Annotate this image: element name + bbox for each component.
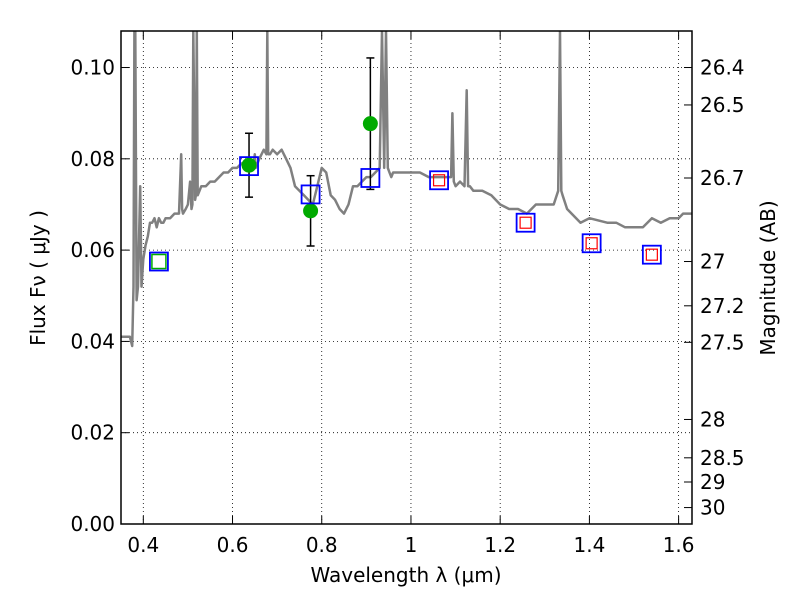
model-point: [360, 168, 381, 188]
points-layer: [149, 57, 662, 272]
right-tick-label: 27.5: [700, 330, 745, 354]
observed-point: [241, 157, 257, 173]
x-tick-label: 0.4: [127, 533, 159, 557]
ir-point: [519, 216, 532, 229]
x-axis: 0.4 0.6 0.8 1 1.2 1.4 1.6: [127, 31, 695, 557]
observed-point: [362, 116, 378, 132]
right-tick-label: 28: [700, 407, 725, 431]
right-tick-label: 30: [700, 496, 725, 520]
x-tick-label: 1.4: [573, 533, 605, 557]
model-point: [581, 233, 602, 254]
observed-point: [303, 203, 319, 219]
observed-point-square: [151, 253, 167, 270]
ir-point: [645, 248, 658, 261]
right-tick-label: 27: [700, 250, 725, 274]
model-point: [641, 244, 662, 265]
y-axis: 0.00 0.02 0.04 0.06 0.08 0.10: [70, 56, 129, 536]
plot-area: [121, 31, 692, 524]
right-tick-label: 28.5: [700, 446, 745, 470]
spectrum-layer: [121, 31, 692, 348]
model-point: [149, 251, 169, 272]
right-tick-label: 26.7: [700, 166, 745, 190]
y-axis-title: Flux Fν ( μJy ): [26, 210, 50, 346]
right-tick-label: 29: [700, 470, 725, 494]
y-tick-label: 0.10: [70, 56, 115, 80]
x-tick-label: 1.2: [484, 533, 516, 557]
y-tick-label: 0.04: [70, 329, 115, 353]
x-tick-label: 0.8: [306, 533, 338, 557]
y-tick-label: 0.02: [70, 421, 115, 445]
right-tick-label: 27.2: [700, 294, 745, 318]
ir-point: [432, 174, 446, 187]
x-tick-label: 1.6: [663, 533, 695, 557]
model-point: [515, 212, 536, 233]
x-tick-label: 0.6: [217, 533, 249, 557]
right-tick-label: 26.4: [700, 56, 745, 80]
ir-point: [585, 237, 598, 250]
y-tick-label: 0.08: [70, 147, 115, 171]
y-tick-label: 0.00: [70, 512, 115, 536]
model-point: [429, 170, 449, 191]
x-tick-label: 1: [405, 533, 418, 557]
model-point: [239, 156, 259, 177]
x-axis-title: Wavelength λ (μm): [310, 563, 501, 587]
right-axis-title: Magnitude (AB): [756, 200, 780, 355]
spectrum-line: [121, 31, 692, 348]
right-tick-label: 26.5: [700, 93, 745, 117]
model-point: [300, 184, 321, 205]
plot-frame: [120, 30, 693, 525]
y-tick-label: 0.06: [70, 238, 115, 262]
